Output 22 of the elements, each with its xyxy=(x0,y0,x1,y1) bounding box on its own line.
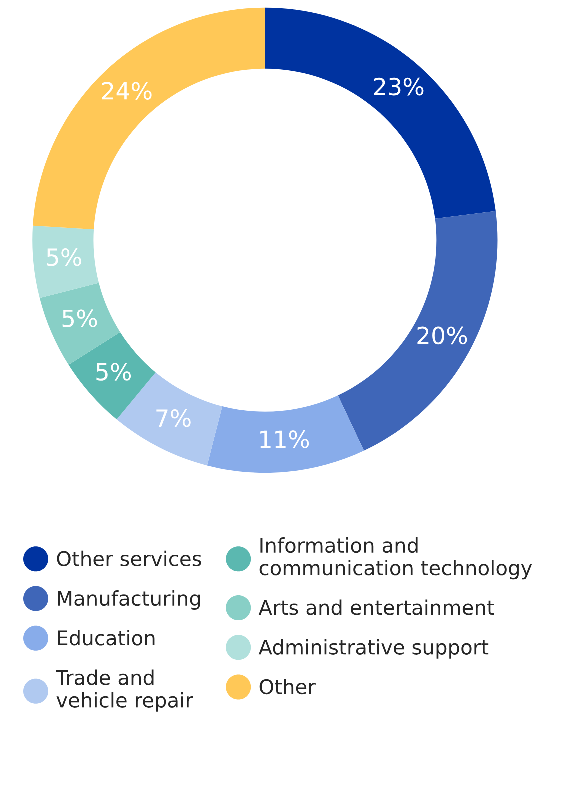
donut-slice xyxy=(32,226,100,298)
donut-slice xyxy=(338,211,498,451)
legend-label: Information and communication technology xyxy=(260,538,532,580)
legend-label: Other services xyxy=(57,550,202,567)
legend-label: Arts and entertainment xyxy=(258,600,494,616)
legend-label: Trade and vehicle repair xyxy=(56,670,194,712)
donut-slice xyxy=(207,396,364,473)
data-label: 23% xyxy=(374,78,424,96)
legend-label: Other xyxy=(260,678,316,695)
data-label: 24% xyxy=(102,82,152,100)
legend-label: Education xyxy=(58,630,155,646)
data-label: 11% xyxy=(260,430,310,448)
donut-slice xyxy=(33,8,266,230)
data-label: 5% xyxy=(47,248,82,266)
legend-label: Administrative support xyxy=(258,639,489,659)
data-label: 7% xyxy=(156,409,191,428)
data-label: 20% xyxy=(418,326,468,345)
donut-slice xyxy=(68,332,156,420)
data-label: 5% xyxy=(96,363,132,381)
donut-slice xyxy=(265,8,496,219)
legend-label: Manufacturing xyxy=(58,590,200,610)
data-label: 5% xyxy=(62,310,98,328)
